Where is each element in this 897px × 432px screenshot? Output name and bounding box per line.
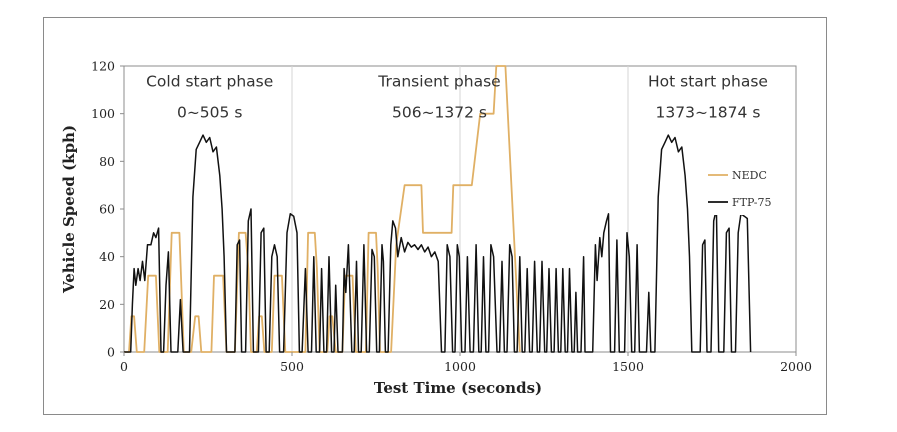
x-axis-title: Test Time (seconds) bbox=[374, 379, 542, 397]
y-tick-label: 0 bbox=[107, 345, 115, 360]
speed-profile-chart: 0 500 1000 1500 2000 0 20 40 60 80 100 120 Cold sta… bbox=[60, 59, 812, 398]
x-tick-label: 2000 bbox=[780, 359, 812, 374]
x-tick-label: 1500 bbox=[612, 359, 644, 374]
chart-frame: 0 500 1000 1500 2000 0 20 40 60 80 100 120 Cold sta… bbox=[43, 17, 827, 415]
y-tick-label: 60 bbox=[99, 202, 115, 217]
legend-label: NEDC bbox=[732, 169, 767, 182]
x-tick-label: 0 bbox=[120, 359, 128, 374]
y-axis-title: Vehicle Speed (kph) bbox=[60, 125, 78, 294]
phase-annotation: 0~505 s bbox=[177, 103, 242, 121]
y-tick-label: 80 bbox=[99, 154, 115, 169]
series-line-ftp-75 bbox=[124, 134, 752, 353]
phase-annotation: Hot start phase bbox=[648, 72, 768, 90]
y-tick-label: 120 bbox=[91, 59, 115, 74]
phase-annotation: 506~1372 s bbox=[392, 103, 487, 121]
x-tick-label: 1000 bbox=[444, 359, 476, 374]
y-tick-label: 40 bbox=[99, 249, 115, 264]
legend-box bbox=[702, 161, 792, 215]
phase-annotation: Transient phase bbox=[377, 72, 500, 90]
y-tick-label: 100 bbox=[91, 106, 115, 121]
y-tick-label: 20 bbox=[99, 297, 115, 312]
legend: NEDC FTP-75 bbox=[702, 161, 792, 215]
x-tick-label: 500 bbox=[280, 359, 304, 374]
phase-annotation: 1373~1874 s bbox=[656, 103, 761, 121]
legend-label: FTP-75 bbox=[732, 196, 771, 209]
series-line-nedc bbox=[124, 65, 521, 353]
phase-annotation: Cold start phase bbox=[146, 72, 273, 90]
